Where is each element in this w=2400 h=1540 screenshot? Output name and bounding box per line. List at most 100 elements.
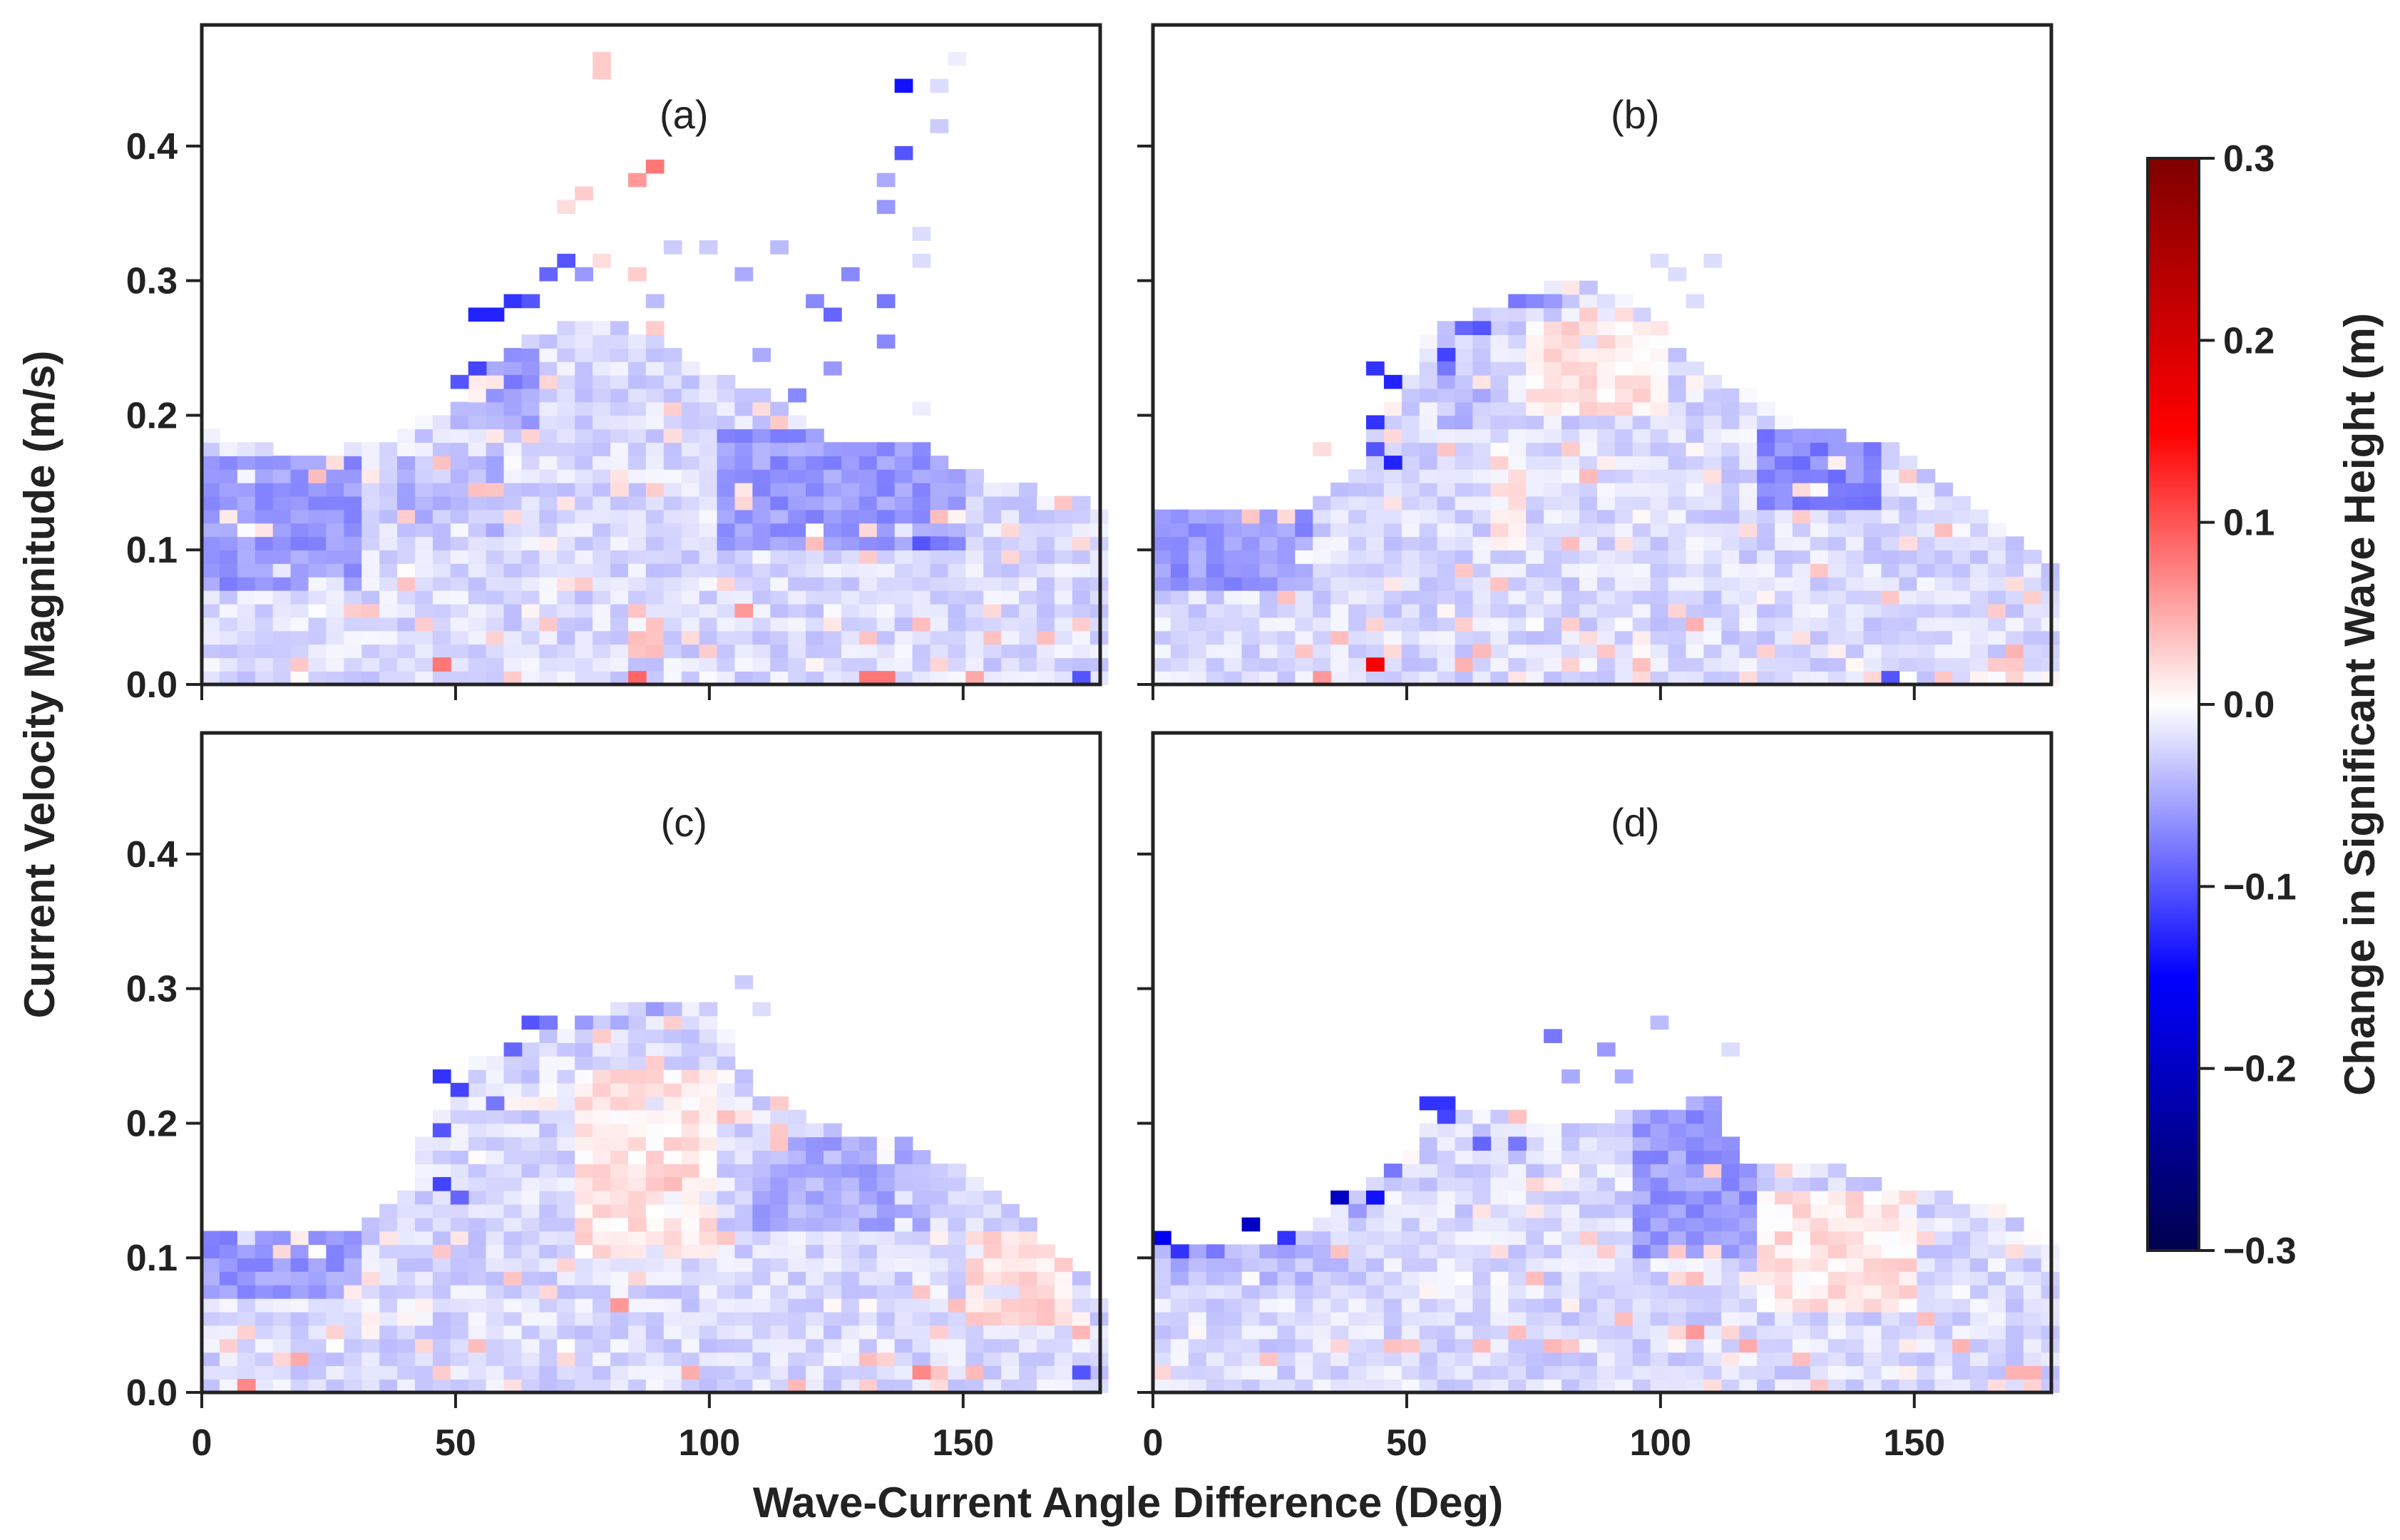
heatmap-cell bbox=[593, 1150, 611, 1164]
heatmap-cell bbox=[859, 1365, 878, 1380]
heatmap-cell bbox=[646, 375, 665, 389]
heatmap-cell bbox=[1206, 550, 1225, 564]
heatmap-cell-highlight bbox=[646, 321, 665, 335]
heatmap-cell bbox=[948, 1191, 966, 1205]
heatmap-cell bbox=[664, 348, 682, 362]
heatmap-cell bbox=[504, 1244, 523, 1258]
heatmap-cell bbox=[1686, 604, 1704, 618]
heatmap-cell bbox=[1055, 563, 1073, 578]
heatmap-cell bbox=[1366, 604, 1385, 618]
heatmap-cell bbox=[202, 1271, 220, 1285]
heatmap-cell bbox=[948, 1231, 966, 1245]
heatmap-cell bbox=[1864, 496, 1882, 510]
heatmap-cell-highlight bbox=[557, 254, 575, 268]
heatmap-cell bbox=[344, 1338, 362, 1352]
heatmap-cell bbox=[557, 1352, 575, 1366]
heatmap-cell bbox=[326, 483, 344, 497]
heatmap-cell bbox=[1224, 563, 1243, 578]
heatmap-cell bbox=[415, 563, 434, 578]
heatmap-cell-highlight bbox=[877, 334, 896, 349]
heatmap-cell bbox=[1472, 563, 1491, 578]
heatmap-cell bbox=[628, 523, 647, 537]
heatmap-cell bbox=[379, 1204, 398, 1218]
heatmap-cell bbox=[539, 550, 558, 564]
heatmap-cell bbox=[1988, 590, 2006, 605]
heatmap-cell bbox=[433, 483, 451, 497]
heatmap-cell bbox=[1899, 1258, 1917, 1272]
heatmap-cell bbox=[734, 1123, 753, 1137]
heatmap-cell bbox=[895, 1271, 913, 1285]
heatmap-cell bbox=[557, 577, 575, 591]
heatmap-cell bbox=[220, 456, 238, 470]
heatmap-cell bbox=[1703, 428, 1722, 443]
heatmap-cell bbox=[1668, 1231, 1687, 1245]
heatmap-cell bbox=[521, 469, 540, 483]
heatmap-cell bbox=[593, 604, 611, 618]
heatmap-cell bbox=[770, 1191, 789, 1205]
heatmap-cell bbox=[557, 617, 575, 632]
heatmap-cell bbox=[770, 1352, 789, 1366]
heatmap-cell bbox=[913, 1325, 931, 1340]
heatmap-cell bbox=[1561, 1352, 1580, 1366]
heatmap-cell bbox=[1633, 428, 1651, 443]
heatmap-cell bbox=[433, 1271, 451, 1285]
heatmap-cell bbox=[717, 1312, 736, 1326]
heatmap-cell bbox=[557, 456, 575, 470]
heatmap-cell bbox=[1472, 550, 1491, 564]
heatmap-cell bbox=[1242, 523, 1261, 537]
heatmap-cell bbox=[1437, 1150, 1456, 1164]
heatmap-cell bbox=[1455, 361, 1474, 376]
heatmap-cell bbox=[734, 1069, 753, 1084]
heatmap-cell bbox=[1561, 1325, 1580, 1340]
heatmap-cell bbox=[539, 1164, 558, 1178]
heatmap-cell bbox=[326, 630, 344, 645]
heatmap-cell bbox=[717, 1191, 736, 1205]
heatmap-cell bbox=[1703, 415, 1722, 429]
y-axis-title: Current Velocity Magnitude (m/s) bbox=[16, 351, 63, 1019]
heatmap-cell bbox=[397, 604, 416, 618]
heatmap-cell bbox=[770, 630, 789, 645]
heatmap-cell bbox=[788, 1365, 806, 1380]
heatmap-cell bbox=[361, 563, 380, 578]
heatmap-cell bbox=[1544, 1312, 1562, 1326]
heatmap-cell-highlight bbox=[610, 483, 629, 497]
heatmap-cell bbox=[1864, 1231, 1882, 1245]
heatmap-cell bbox=[397, 1285, 416, 1299]
heatmap-cell bbox=[1330, 510, 1349, 524]
heatmap-cell bbox=[308, 523, 327, 537]
heatmap-cell bbox=[913, 442, 931, 456]
heatmap-cell bbox=[1437, 1164, 1456, 1178]
heatmap-cell bbox=[344, 1325, 362, 1340]
heatmap-cell bbox=[895, 1285, 913, 1299]
heatmap-cell bbox=[1597, 644, 1616, 658]
heatmap-cell bbox=[593, 428, 611, 443]
heatmap-cell bbox=[255, 1258, 274, 1272]
heatmap-cell bbox=[770, 590, 789, 605]
heatmap-cell bbox=[983, 657, 1002, 672]
heatmap-cell bbox=[1402, 1312, 1420, 1326]
heatmap-cell bbox=[841, 523, 860, 537]
heatmap-cell bbox=[291, 550, 309, 564]
heatmap-cell bbox=[1739, 402, 1758, 416]
heatmap-cell bbox=[1651, 1123, 1669, 1137]
heatmap-cell-highlight bbox=[1437, 348, 1456, 362]
heatmap-cell bbox=[237, 536, 256, 550]
heatmap-cell bbox=[965, 523, 984, 537]
heatmap-cell bbox=[1579, 604, 1598, 618]
heatmap-cell bbox=[1420, 1352, 1438, 1366]
heatmap-cell bbox=[557, 590, 575, 605]
heatmap-cell bbox=[1348, 1338, 1367, 1352]
heatmap-cell bbox=[539, 1069, 558, 1084]
heatmap-cell bbox=[1348, 1218, 1367, 1232]
panel-label: (b) bbox=[1611, 92, 1659, 137]
heatmap-cell bbox=[1597, 577, 1616, 591]
heatmap-cell bbox=[344, 644, 362, 658]
heatmap-cell bbox=[770, 456, 789, 470]
heatmap-cell bbox=[468, 1218, 487, 1232]
heatmap-cell bbox=[593, 1056, 611, 1070]
heatmap-cell bbox=[1330, 1365, 1349, 1380]
heatmap-cell bbox=[291, 590, 309, 605]
heatmap-cell bbox=[1703, 1298, 1722, 1313]
heatmap-cell bbox=[1206, 510, 1225, 524]
heatmap-cell bbox=[433, 1338, 451, 1352]
